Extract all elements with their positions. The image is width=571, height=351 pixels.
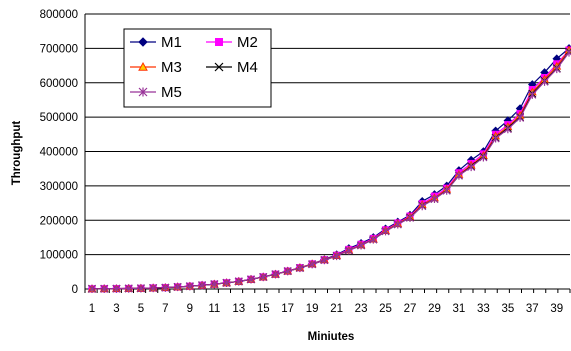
data-point bbox=[259, 272, 268, 282]
data-point bbox=[214, 62, 224, 72]
x-tick-label: 31 bbox=[453, 303, 466, 315]
legend-item-m1: M1 bbox=[130, 34, 182, 51]
y-tick-label: 500000 bbox=[40, 112, 78, 124]
y-tick-label: 700000 bbox=[40, 43, 78, 55]
legend: M1 M2 M3 M4 M5 bbox=[123, 28, 272, 108]
series-layer bbox=[87, 44, 571, 294]
data-point bbox=[210, 280, 219, 289]
x-tick-label: 13 bbox=[232, 303, 245, 315]
data-point bbox=[564, 48, 571, 57]
data-point bbox=[479, 153, 488, 162]
data-point bbox=[516, 113, 525, 122]
data-point bbox=[271, 270, 280, 279]
data-point bbox=[528, 90, 537, 99]
legend-label: M1 bbox=[161, 34, 182, 51]
data-point bbox=[344, 246, 353, 255]
data-point bbox=[149, 283, 158, 293]
data-point bbox=[222, 278, 231, 287]
data-point bbox=[185, 282, 194, 291]
data-point bbox=[467, 162, 476, 172]
legend-item-m4: M4 bbox=[206, 59, 258, 76]
y-tick-label: 0 bbox=[72, 284, 78, 296]
data-point bbox=[405, 213, 415, 222]
data-point bbox=[540, 77, 549, 86]
data-point bbox=[381, 227, 390, 236]
legend-label: M3 bbox=[161, 59, 182, 76]
data-point bbox=[246, 275, 256, 284]
x-tick-label: 7 bbox=[162, 303, 168, 315]
data-point bbox=[173, 282, 182, 292]
legend-item-m5: M5 bbox=[130, 84, 182, 101]
x-tick-label: 33 bbox=[477, 303, 490, 315]
data-point bbox=[100, 284, 109, 293]
series-m5 bbox=[87, 48, 571, 293]
y-tick-label: 800000 bbox=[40, 9, 78, 21]
data-point bbox=[393, 220, 402, 229]
x-tick-label: 11 bbox=[208, 303, 220, 315]
data-point bbox=[418, 202, 427, 211]
data-point bbox=[87, 284, 97, 293]
data-point bbox=[198, 281, 207, 290]
x-tick-label: 9 bbox=[187, 303, 193, 315]
x-tick-label: 39 bbox=[550, 303, 563, 315]
x-tick-label: 35 bbox=[501, 303, 514, 315]
x-tick-label: 15 bbox=[257, 303, 270, 315]
x-tick-label: 5 bbox=[138, 303, 144, 315]
data-point bbox=[283, 267, 292, 276]
y-axis-title: Throughput bbox=[11, 121, 23, 186]
x-tick-label: 1 bbox=[89, 303, 95, 315]
data-point bbox=[454, 171, 463, 180]
data-point bbox=[503, 125, 512, 134]
legend-item-m3: M3 bbox=[130, 59, 182, 76]
x-tick-label: 21 bbox=[330, 303, 343, 315]
x-tick-label: 3 bbox=[113, 303, 119, 315]
data-point bbox=[138, 61, 148, 71]
legend-label: M5 bbox=[161, 84, 182, 101]
data-point bbox=[136, 284, 145, 293]
data-point bbox=[112, 284, 121, 293]
x-axis-title: Miniutes bbox=[308, 331, 355, 343]
y-tick-label: 400000 bbox=[40, 147, 78, 159]
x-tick-label: 17 bbox=[281, 303, 294, 315]
y-tick-label: 600000 bbox=[40, 78, 78, 90]
data-point bbox=[138, 87, 148, 97]
legend-label: M2 bbox=[237, 34, 258, 51]
y-tick-labels: 0 100000 200000 300000 400000 500000 600000 700… bbox=[40, 9, 78, 296]
data-point bbox=[369, 235, 378, 244]
data-point bbox=[430, 194, 439, 204]
y-tick-label: 100000 bbox=[40, 250, 78, 262]
data-point bbox=[124, 284, 133, 293]
x-tick-label: 37 bbox=[526, 303, 539, 315]
legend-label: M4 bbox=[237, 59, 258, 76]
data-point bbox=[442, 186, 451, 195]
data-point bbox=[308, 260, 317, 269]
legend-item-m2: M2 bbox=[206, 34, 258, 51]
data-point bbox=[138, 37, 148, 47]
data-point bbox=[552, 64, 561, 74]
data-point bbox=[332, 251, 341, 261]
x-tick-label: 27 bbox=[404, 303, 417, 315]
x-tick-labels: 1 3 5 7 9 11 13 15 17 19 21 23 25 27 29 31 33 35 37 39 bbox=[89, 303, 563, 315]
y-tick-label: 300000 bbox=[40, 181, 78, 193]
data-point bbox=[161, 283, 170, 292]
x-tick-label: 23 bbox=[355, 303, 368, 315]
data-point bbox=[320, 256, 329, 265]
data-point bbox=[491, 134, 500, 143]
data-point bbox=[357, 241, 366, 250]
y-tick-label: 200000 bbox=[40, 215, 78, 227]
data-point bbox=[215, 38, 223, 46]
series-line bbox=[91, 52, 570, 290]
data-point bbox=[295, 263, 304, 273]
x-tick-label: 19 bbox=[306, 303, 319, 315]
data-point bbox=[234, 277, 243, 286]
x-tick-label: 29 bbox=[428, 303, 441, 315]
x-tick-label: 25 bbox=[379, 303, 392, 315]
